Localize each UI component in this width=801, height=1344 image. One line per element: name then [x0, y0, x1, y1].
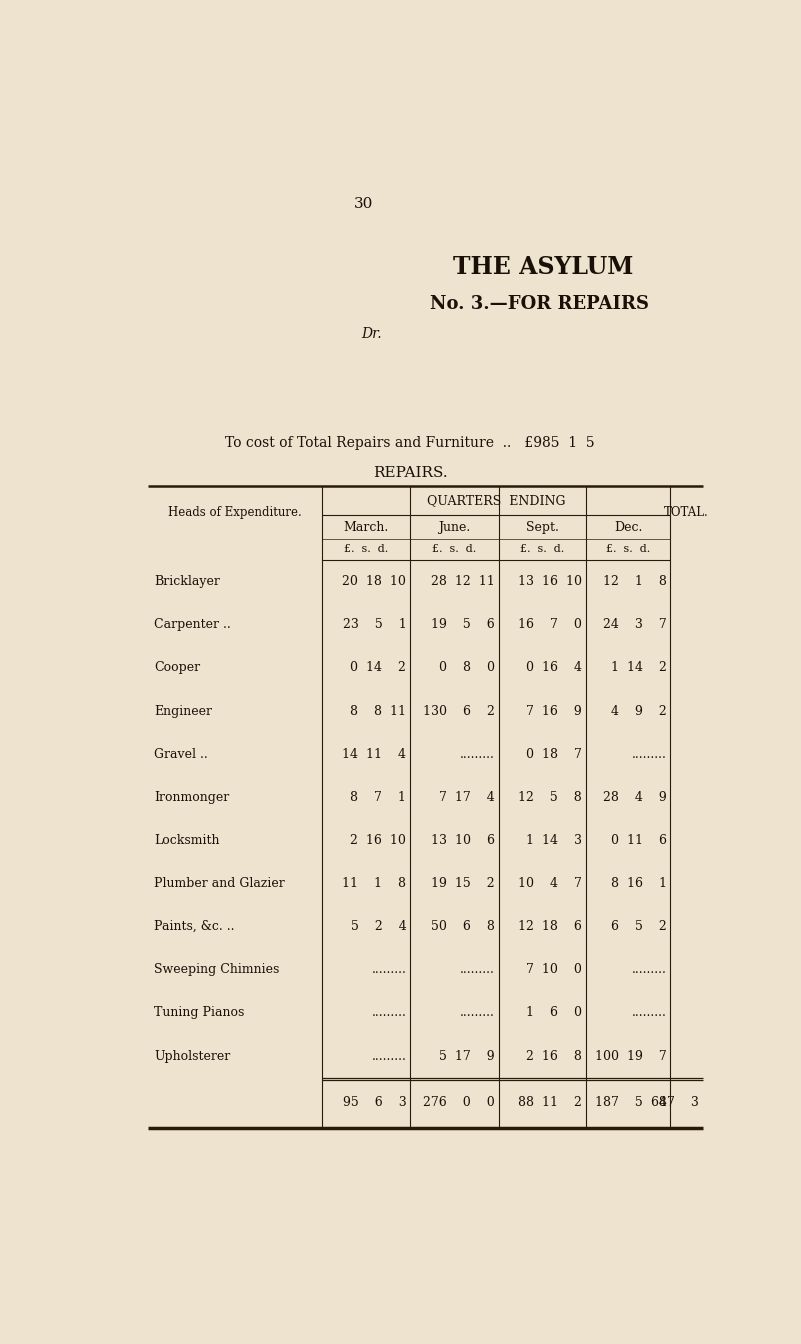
Text: 1  14    2: 1 14 2: [610, 661, 666, 675]
Text: £.  s.  d.: £. s. d.: [433, 544, 477, 554]
Text: Dr.: Dr.: [361, 327, 382, 341]
Text: .........: .........: [372, 1007, 406, 1019]
Text: £.  s.  d.: £. s. d.: [520, 544, 565, 554]
Text: Sept.: Sept.: [525, 520, 558, 534]
Text: 0    8    0: 0 8 0: [439, 661, 495, 675]
Text: Tuning Pianos: Tuning Pianos: [155, 1007, 245, 1019]
Text: 8  16    1: 8 16 1: [610, 878, 666, 890]
Text: 0  18    7: 0 18 7: [526, 747, 582, 761]
Text: 13  16  10: 13 16 10: [517, 575, 582, 589]
Text: .........: .........: [632, 747, 666, 761]
Text: Ironmonger: Ironmonger: [155, 790, 230, 804]
Text: 100  19    7: 100 19 7: [595, 1050, 666, 1063]
Text: 187    5    8: 187 5 8: [595, 1097, 666, 1109]
Text: 28    4    9: 28 4 9: [603, 790, 666, 804]
Text: 7  17    4: 7 17 4: [439, 790, 495, 804]
Text: 0  11    6: 0 11 6: [610, 833, 666, 847]
Text: 16    7    0: 16 7 0: [518, 618, 582, 632]
Text: 276    0    0: 276 0 0: [423, 1097, 495, 1109]
Text: QUARTERS  ENDING: QUARTERS ENDING: [427, 495, 566, 507]
Text: Dec.: Dec.: [614, 520, 642, 534]
Text: .........: .........: [632, 964, 666, 976]
Text: Plumber and Glazier: Plumber and Glazier: [155, 878, 285, 890]
Text: £.  s.  d.: £. s. d.: [344, 544, 388, 554]
Text: Paints, &c. ..: Paints, &c. ..: [155, 921, 235, 933]
Text: Bricklayer: Bricklayer: [155, 575, 220, 589]
Text: Upholsterer: Upholsterer: [155, 1050, 231, 1063]
Text: 12  18    6: 12 18 6: [518, 921, 582, 933]
Text: 13  10    6: 13 10 6: [431, 833, 495, 847]
Text: 7  10    0: 7 10 0: [526, 964, 582, 976]
Text: To cost of Total Repairs and Furniture  ..   £985  1  5: To cost of Total Repairs and Furniture .…: [225, 435, 595, 450]
Text: 5    2    4: 5 2 4: [351, 921, 406, 933]
Text: 19    5    6: 19 5 6: [431, 618, 495, 632]
Text: £.  s.  d.: £. s. d.: [606, 544, 650, 554]
Text: 7  16    9: 7 16 9: [526, 704, 582, 718]
Text: THE ASYLUM: THE ASYLUM: [453, 255, 634, 278]
Text: 20  18  10: 20 18 10: [342, 575, 406, 589]
Text: Cooper: Cooper: [155, 661, 200, 675]
Text: .........: .........: [460, 1007, 495, 1019]
Text: .........: .........: [460, 964, 495, 976]
Text: 8    7    1: 8 7 1: [350, 790, 406, 804]
Text: 19  15    2: 19 15 2: [431, 878, 495, 890]
Text: 0  16    4: 0 16 4: [525, 661, 582, 675]
Text: 2  16    8: 2 16 8: [526, 1050, 582, 1063]
Text: .........: .........: [372, 1050, 406, 1063]
Text: 130    6    2: 130 6 2: [423, 704, 495, 718]
Text: 6    5    2: 6 5 2: [611, 921, 666, 933]
Text: Carpenter ..: Carpenter ..: [155, 618, 231, 632]
Text: .........: .........: [632, 1007, 666, 1019]
Text: 4    9    2: 4 9 2: [611, 704, 666, 718]
Text: Locksmith: Locksmith: [155, 833, 220, 847]
Text: 12    1    8: 12 1 8: [602, 575, 666, 589]
Text: 11    1    8: 11 1 8: [342, 878, 406, 890]
Text: 50    6    8: 50 6 8: [431, 921, 495, 933]
Text: 12    5    8: 12 5 8: [518, 790, 582, 804]
Text: 0  14    2: 0 14 2: [350, 661, 406, 675]
Text: June.: June.: [438, 520, 470, 534]
Text: Sweeping Chimnies: Sweeping Chimnies: [155, 964, 280, 976]
Text: TOTAL.: TOTAL.: [664, 505, 709, 519]
Text: 10    4    7: 10 4 7: [518, 878, 582, 890]
Text: 1  14    3: 1 14 3: [525, 833, 582, 847]
Text: 2  16  10: 2 16 10: [350, 833, 406, 847]
Text: 23    5    1: 23 5 1: [343, 618, 406, 632]
Text: 30: 30: [354, 196, 373, 211]
Text: Gravel ..: Gravel ..: [155, 747, 208, 761]
Text: REPAIRS.: REPAIRS.: [372, 466, 448, 480]
Text: No. 3.—FOR REPAIRS: No. 3.—FOR REPAIRS: [430, 294, 649, 313]
Text: Engineer: Engineer: [155, 704, 212, 718]
Text: .........: .........: [372, 964, 406, 976]
Text: 14  11    4: 14 11 4: [342, 747, 406, 761]
Text: 5  17    9: 5 17 9: [439, 1050, 495, 1063]
Text: 647    3: 647 3: [651, 1097, 699, 1109]
Text: 95    6    3: 95 6 3: [343, 1097, 406, 1109]
Text: Heads of Expenditure.: Heads of Expenditure.: [168, 505, 302, 519]
Text: 8    8  11: 8 8 11: [350, 704, 406, 718]
Text: .........: .........: [460, 747, 495, 761]
Text: 28  12  11: 28 12 11: [431, 575, 495, 589]
Text: 1    6    0: 1 6 0: [525, 1007, 582, 1019]
Text: 24    3    7: 24 3 7: [603, 618, 666, 632]
Text: 88  11    2: 88 11 2: [518, 1097, 582, 1109]
Text: March.: March.: [343, 520, 388, 534]
